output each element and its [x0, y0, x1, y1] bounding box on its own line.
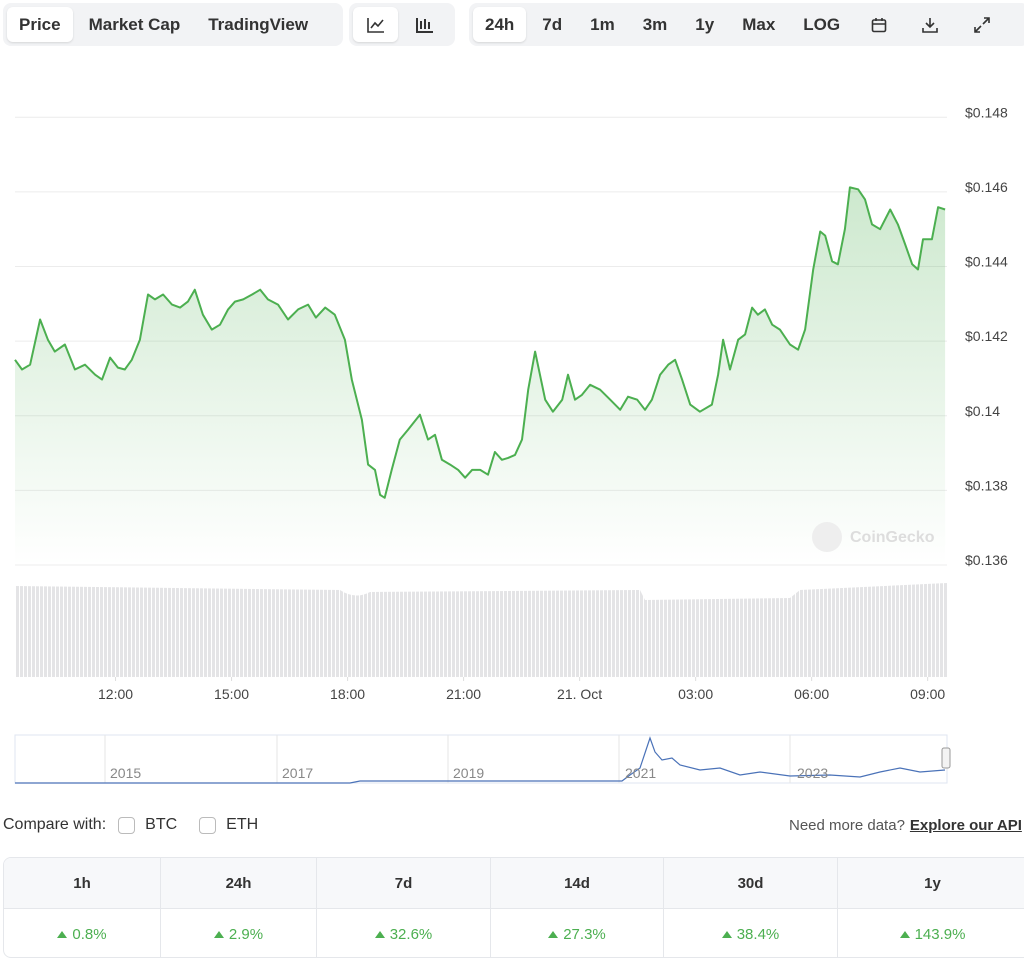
candle-chart-button[interactable]: [402, 7, 447, 42]
view-tab[interactable]: Price: [7, 7, 73, 42]
fullscreen-button[interactable]: [958, 7, 1006, 42]
range-tab[interactable]: LOG: [803, 14, 841, 34]
nav-label: 2021: [625, 765, 656, 781]
compare-option[interactable]: BTC: [145, 816, 178, 833]
x-tick-label: 21:00: [446, 686, 481, 702]
up-arrow: [548, 930, 559, 938]
price-line: [14, 186, 946, 499]
y-tick-label: $0.142: [965, 328, 1008, 344]
range-tab[interactable]: 7d: [542, 14, 563, 34]
x-tick-label: 12:00: [98, 686, 133, 702]
header-cell: 7d: [317, 858, 491, 908]
volume-bars: [15, 583, 947, 677]
y-tick-label: $0.144: [965, 254, 1008, 270]
download-button[interactable]: [906, 7, 954, 42]
change-value: 32.6%: [389, 925, 433, 943]
y-tick-label: $0.146: [965, 179, 1008, 195]
api-note: Need more data? Explore our API: [789, 813, 1022, 837]
header-cell: 1y: [838, 858, 1024, 908]
up-arrow: [213, 930, 224, 938]
value-cell: 2.9%: [161, 909, 317, 957]
watermark-text: CoinGecko: [850, 529, 935, 546]
view-tab[interactable]: TradingView: [208, 14, 309, 34]
nav-label: 2015: [110, 765, 141, 781]
y-tick-label: $0.136: [965, 552, 1008, 568]
compare-option[interactable]: ETH: [226, 816, 259, 833]
chart-style-tabs: [349, 3, 455, 46]
value-cell: 27.3%: [491, 909, 664, 957]
calendar-button[interactable]: [856, 7, 902, 42]
y-tick-label: $0.138: [965, 477, 1008, 493]
up-arrow: [57, 930, 68, 938]
x-tick-label: 15:00: [214, 686, 249, 702]
change-value: 2.9%: [228, 925, 264, 943]
nav-label: 2023: [797, 765, 828, 781]
table-header: 1h 24h 7d 14d 30d 1y: [4, 858, 1024, 909]
chart: CoinGecko 2015 2017 2019 2021 2023 $0.13…: [14, 104, 1008, 784]
up-arrow: [899, 930, 910, 938]
note-text: Need more data?: [789, 816, 905, 834]
range-tabs: 24h 7d 1m 3m 1y Max LOG: [469, 3, 1024, 46]
x-tick-label: 21. Oct: [557, 686, 602, 702]
header-cell: 24h: [161, 858, 317, 908]
view-tabs: Price Market Cap TradingView: [3, 3, 343, 46]
value-cell: 32.6%: [317, 909, 491, 957]
x-tick-label: 09:00: [910, 686, 945, 702]
range-tab[interactable]: 3m: [642, 14, 668, 34]
checkbox[interactable]: [199, 816, 217, 834]
range-tab[interactable]: 1y: [695, 14, 715, 34]
change-value: 0.8%: [72, 925, 107, 943]
up-arrow: [721, 930, 732, 938]
compare-row: Compare with: BTC ETH: [3, 813, 258, 837]
view-tab[interactable]: Market Cap: [88, 14, 181, 34]
navigator: 2015 2017 2019 2021 2023: [14, 734, 951, 784]
change-value: 38.4%: [736, 925, 780, 943]
x-tick-label: 06:00: [794, 686, 829, 702]
area-fill: [15, 187, 946, 565]
change-value: 143.9%: [914, 925, 966, 943]
range-tab[interactable]: 1m: [590, 14, 615, 34]
compare-label: Compare with:: [3, 816, 107, 833]
checkbox[interactable]: [118, 816, 136, 834]
y-tick-label: $0.148: [965, 104, 1008, 120]
api-link[interactable]: Explore our API: [909, 816, 1022, 834]
header-cell: 14d: [491, 858, 664, 908]
header-cell: 30d: [664, 858, 838, 908]
range-tab[interactable]: 24h: [473, 7, 527, 42]
watermark: CoinGecko: [812, 522, 935, 552]
value-cell: 38.4%: [664, 909, 838, 957]
nav-label: 2019: [453, 765, 484, 781]
x-tick-label: 03:00: [678, 686, 713, 702]
line-chart-button[interactable]: [353, 7, 398, 42]
y-tick-label: $0.14: [965, 403, 1000, 419]
change-value: 27.3%: [563, 925, 606, 943]
change-table: 1h 24h 7d 14d 30d 1y 0.8% 2.9% 32.6% 27.3% 38.4% 14…: [3, 857, 1024, 958]
x-tick-label: 18:00: [330, 686, 365, 702]
value-cell: 0.8%: [4, 909, 161, 957]
value-cell: 143.9%: [838, 909, 1024, 957]
table-row: 0.8% 2.9% 32.6% 27.3% 38.4% 143.9%: [4, 909, 1024, 957]
up-arrow: [374, 930, 385, 938]
range-tab[interactable]: Max: [742, 14, 776, 34]
nav-label: 2017: [282, 765, 313, 781]
header-cell: 1h: [4, 858, 161, 908]
